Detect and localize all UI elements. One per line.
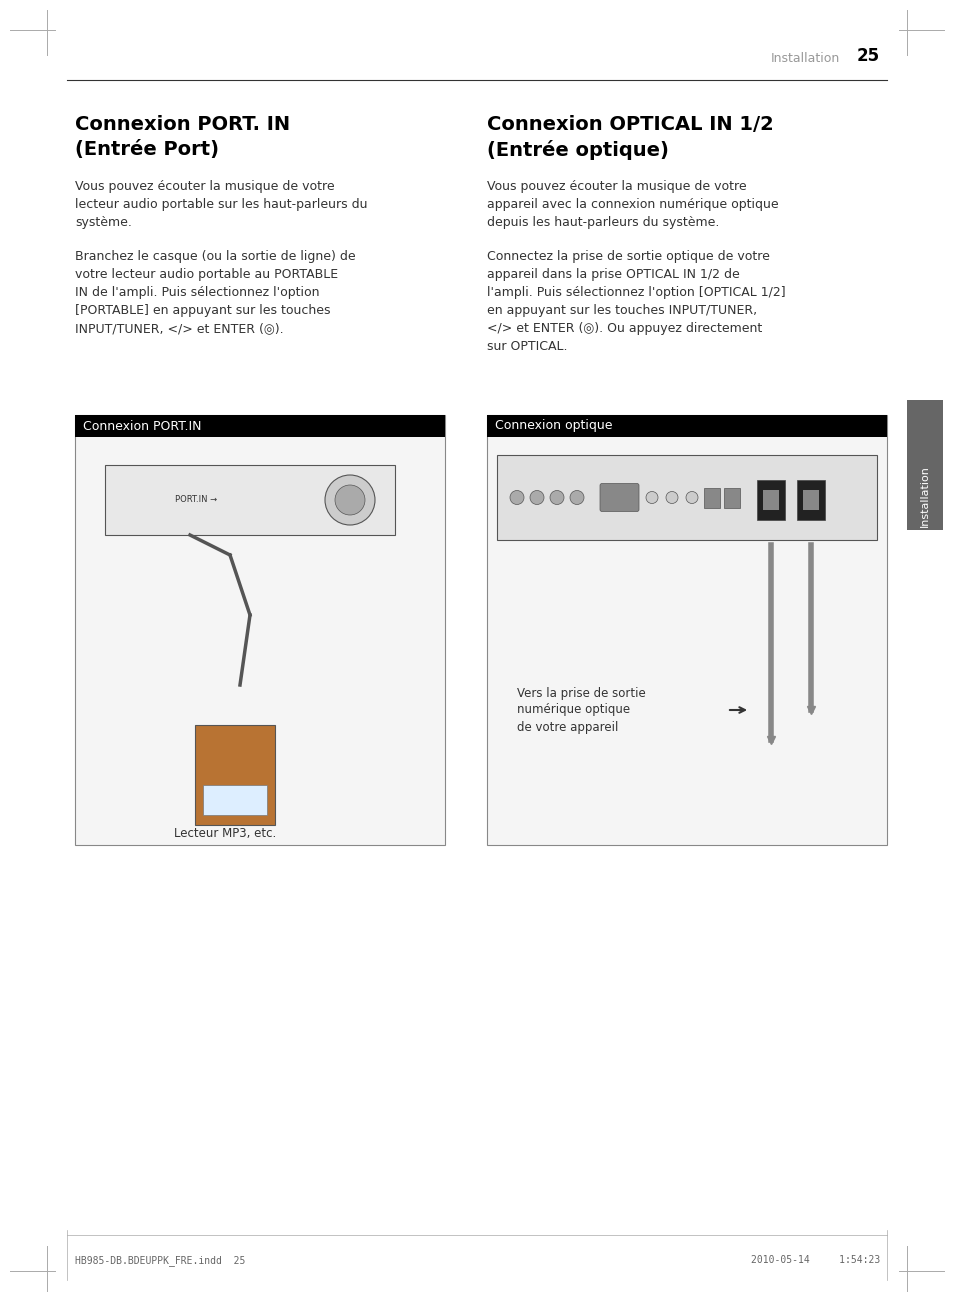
Text: 3: 3 [918,530,931,549]
Circle shape [335,485,365,515]
Bar [796,480,824,520]
Bar [194,725,274,825]
Circle shape [510,490,523,505]
Text: Connexion PORT. IN: Connexion PORT. IN [75,114,290,134]
Bar [486,415,886,846]
Bar [497,455,876,540]
Bar [486,415,886,437]
Circle shape [550,490,563,505]
Bar [802,490,818,510]
Bar [75,415,444,437]
Text: Branchez le casque (ou la sortie de ligne) de
votre lecteur audio portable au PO: Branchez le casque (ou la sortie de lign… [75,250,355,334]
Circle shape [685,492,698,503]
Bar [105,464,395,535]
Bar [203,785,267,814]
FancyBboxPatch shape [906,399,942,530]
Text: HB985-DB.BDEUPPK_FRE.indd  25: HB985-DB.BDEUPPK_FRE.indd 25 [75,1255,245,1266]
Text: Connectez la prise de sortie optique de votre
appareil dans la prise OPTICAL IN : Connectez la prise de sortie optique de … [486,250,785,353]
Text: Lecteur MP3, etc.: Lecteur MP3, etc. [173,827,275,840]
Text: Vers la prise de sortie
numérique optique
de votre appareil: Vers la prise de sortie numérique optiqu… [517,687,645,734]
Circle shape [665,492,678,503]
Text: Installation: Installation [770,52,840,65]
Text: Connexion PORT.IN: Connexion PORT.IN [83,419,201,432]
Text: PORT.IN →: PORT.IN → [174,496,217,505]
Circle shape [530,490,543,505]
Bar [703,488,720,507]
Bar [762,490,779,510]
Circle shape [325,475,375,526]
Text: Vous pouvez écouter la musique de votre
appareil avec la connexion numérique opt: Vous pouvez écouter la musique de votre … [486,180,778,229]
Bar [723,488,740,507]
Text: (Entrée Port): (Entrée Port) [75,141,219,159]
Text: Installation: Installation [919,464,929,527]
Text: Connexion optique: Connexion optique [495,419,612,432]
Text: Vous pouvez écouter la musique de votre
lecteur audio portable sur les haut-parl: Vous pouvez écouter la musique de votre … [75,180,367,229]
Text: Connexion OPTICAL IN 1/2: Connexion OPTICAL IN 1/2 [486,114,773,134]
FancyBboxPatch shape [599,484,639,511]
Text: 2010-05-14     1:54:23: 2010-05-14 1:54:23 [750,1255,879,1265]
Bar [75,415,444,846]
Text: (Entrée optique): (Entrée optique) [486,141,668,160]
Circle shape [645,492,658,503]
Circle shape [569,490,583,505]
Bar [757,480,784,520]
Text: 25: 25 [856,47,879,65]
